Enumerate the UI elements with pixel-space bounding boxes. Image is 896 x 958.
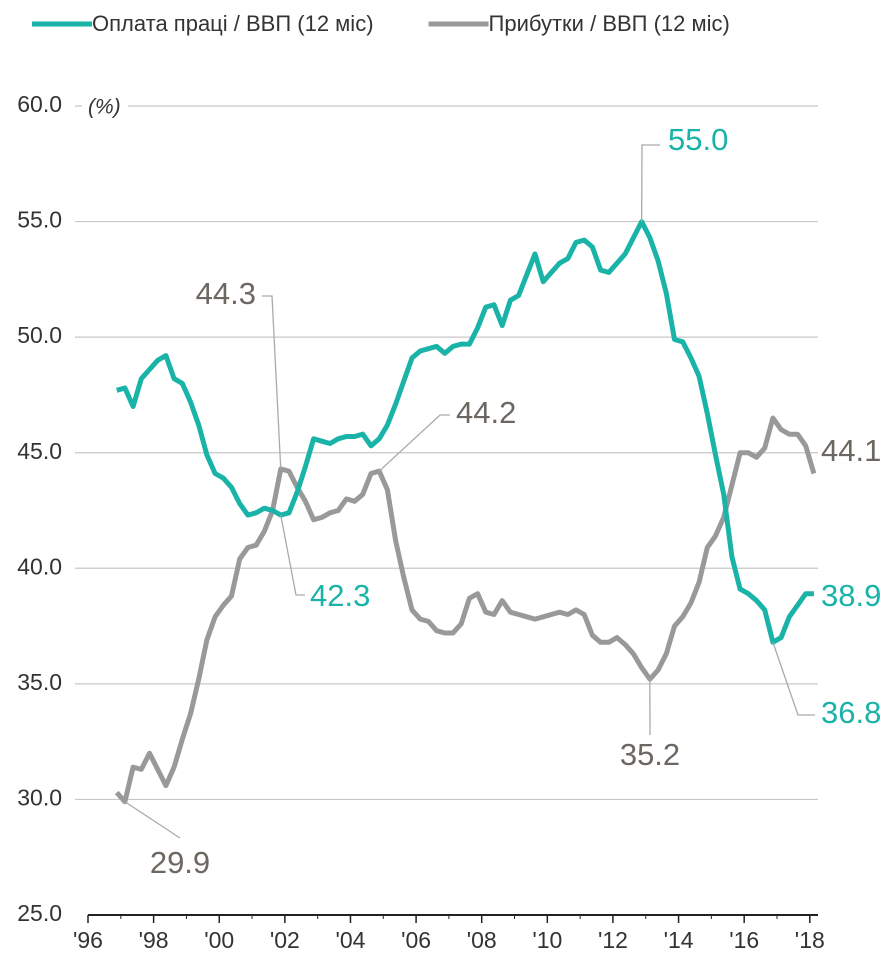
legend-label: Прибутки / ВВП (12 міс) — [489, 11, 730, 36]
x-tick-label: '06 — [401, 927, 431, 953]
data-label: 44.2 — [456, 395, 516, 430]
data-label: 44.3 — [196, 276, 256, 311]
leader-line — [641, 144, 660, 222]
y-tick-label: 25.0 — [17, 900, 62, 926]
x-tick-label: '10 — [532, 927, 562, 953]
y-tick-label: 40.0 — [17, 553, 62, 579]
x-tick-label: '14 — [664, 927, 694, 953]
y-tick-label: 35.0 — [17, 669, 62, 695]
leader-line — [378, 414, 450, 472]
x-tick-label: '98 — [139, 927, 169, 953]
x-tick-label: '18 — [795, 927, 825, 953]
x-tick-label: '12 — [598, 927, 628, 953]
legend-label: Оплата праці / ВВП (12 міс) — [92, 11, 374, 36]
leader-line — [262, 295, 282, 469]
leader-line — [280, 515, 305, 596]
leader-line — [124, 801, 181, 839]
data-label: 44.1 — [821, 433, 881, 468]
x-tick-label: '02 — [270, 927, 300, 953]
data-label: 29.9 — [150, 845, 210, 880]
y-tick-label: 30.0 — [17, 785, 62, 811]
y-tick-label: 45.0 — [17, 438, 62, 464]
series-line — [116, 219, 814, 645]
x-tick-label: '04 — [335, 927, 365, 953]
x-tick-label: '00 — [204, 927, 234, 953]
leader-line — [772, 642, 815, 716]
series-line — [114, 415, 817, 805]
x-tick-label: '08 — [467, 927, 497, 953]
data-label: 36.8 — [821, 695, 881, 730]
unit-bg — [82, 92, 128, 122]
data-label: 42.3 — [310, 578, 370, 613]
data-label: 35.2 — [620, 737, 680, 772]
y-tick-label: 50.0 — [17, 322, 62, 348]
data-label: 55.0 — [668, 122, 728, 157]
y-unit: (%) — [88, 96, 121, 119]
x-tick-label: '16 — [729, 927, 759, 953]
x-tick-label: '96 — [73, 927, 103, 953]
y-tick-label: 60.0 — [17, 91, 62, 117]
y-tick-label: 55.0 — [17, 207, 62, 233]
data-label: 38.9 — [821, 578, 881, 613]
grid — [75, 105, 818, 801]
